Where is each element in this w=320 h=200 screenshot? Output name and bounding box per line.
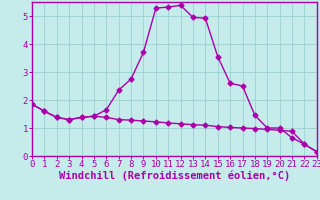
X-axis label: Windchill (Refroidissement éolien,°C): Windchill (Refroidissement éolien,°C) — [59, 171, 290, 181]
